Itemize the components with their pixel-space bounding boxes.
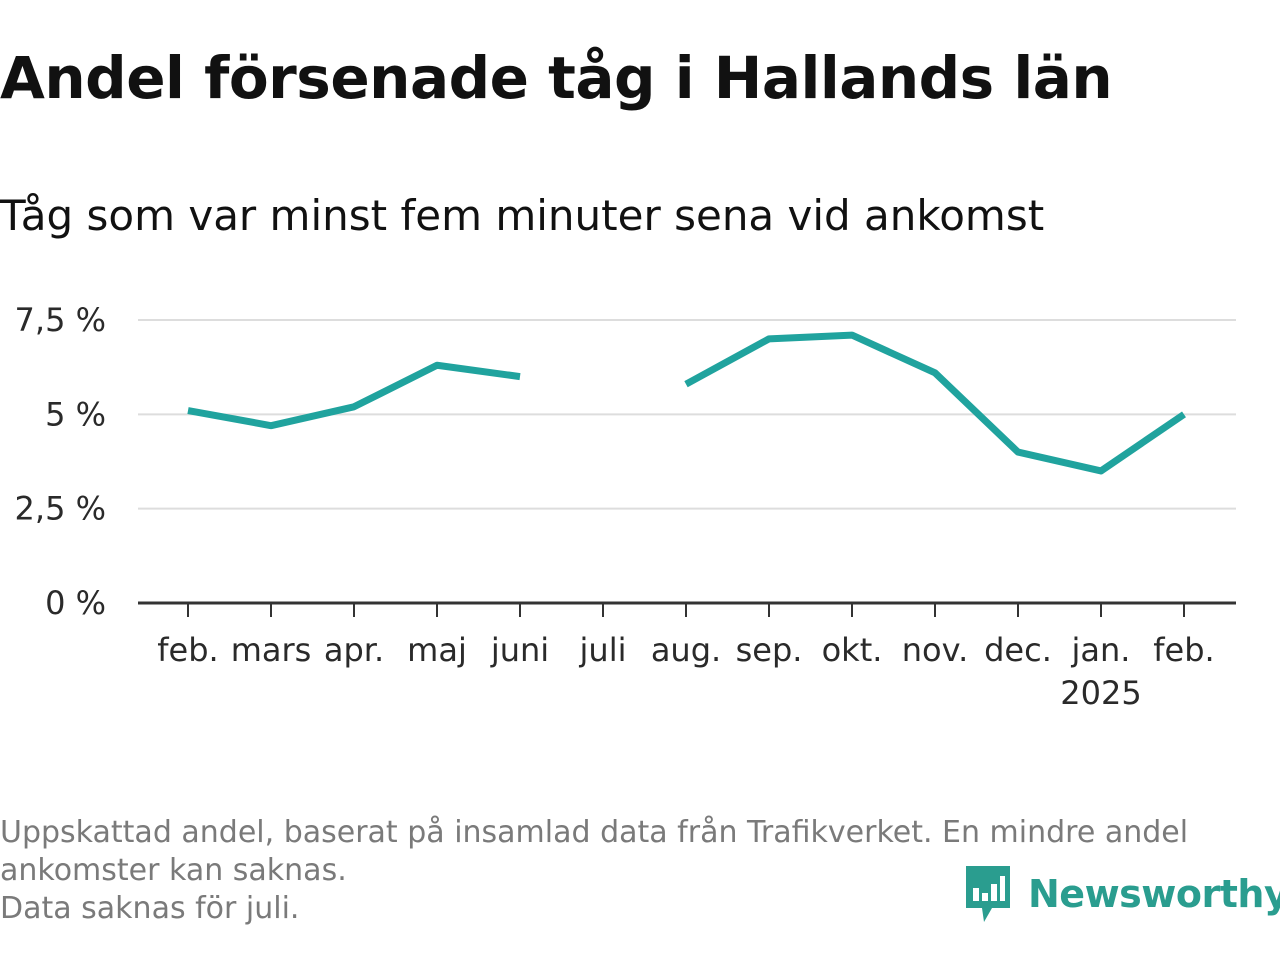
y-tick-label: 5 % [45, 395, 106, 433]
x-tick-label: nov. [902, 631, 968, 669]
x-tick-label: mars [231, 631, 312, 669]
x-tick-label: apr. [324, 631, 384, 669]
x-tick-labels: feb. mars apr. maj juni juli aug. sep. okt. nov. d… [157, 631, 1214, 712]
brand-name: Newsworthy [1028, 872, 1280, 916]
y-tick-label: 7,5 % [15, 301, 106, 339]
series-lines [187, 331, 1186, 475]
x-tick-label: juni [490, 631, 549, 669]
y-tick-label: 0 % [45, 584, 106, 622]
x-tick-label: juli [579, 631, 627, 669]
x-axis [138, 601, 1236, 617]
footnote-line-3: Data saknas för juli. [0, 891, 300, 926]
series-line [684, 331, 1186, 475]
x-tick-label: sep. [736, 631, 803, 669]
chart-title: Andel försenade tåg i Hallands län [0, 44, 1113, 112]
newsworthy-logo-icon [966, 866, 1010, 922]
x-tick-label: dec. [984, 631, 1052, 669]
grid-layer [138, 319, 1236, 510]
x-tick-label: maj [407, 631, 467, 669]
footnote-line-1: Uppskattad andel, baserat på insamlad da… [0, 815, 1189, 850]
x-tick-label: feb. [157, 631, 218, 669]
y-tick-labels: 0 % 2,5 % 5 % 7,5 % [15, 301, 106, 622]
x-tick-label: feb. [1153, 631, 1214, 669]
series-line [187, 361, 521, 430]
line-chart: 0 % 2,5 % 5 % 7,5 % feb. mars apr. maj juni juli… [15, 301, 1236, 712]
footnote: Uppskattad andel, baserat på insamlad da… [0, 814, 1189, 928]
y-tick-label: 2,5 % [15, 490, 106, 528]
x-year-label: 2025 [1060, 674, 1141, 712]
x-tick-label: jan. [1071, 631, 1131, 669]
x-tick-label: okt. [822, 631, 883, 669]
footnote-line-2: ankomster kan saknas. [0, 853, 347, 888]
chart-subtitle: Tåg som var minst fem minuter sena vid a… [0, 191, 1045, 240]
brand-logo: Newsworthy [962, 862, 1280, 926]
x-tick-label: aug. [651, 631, 721, 669]
